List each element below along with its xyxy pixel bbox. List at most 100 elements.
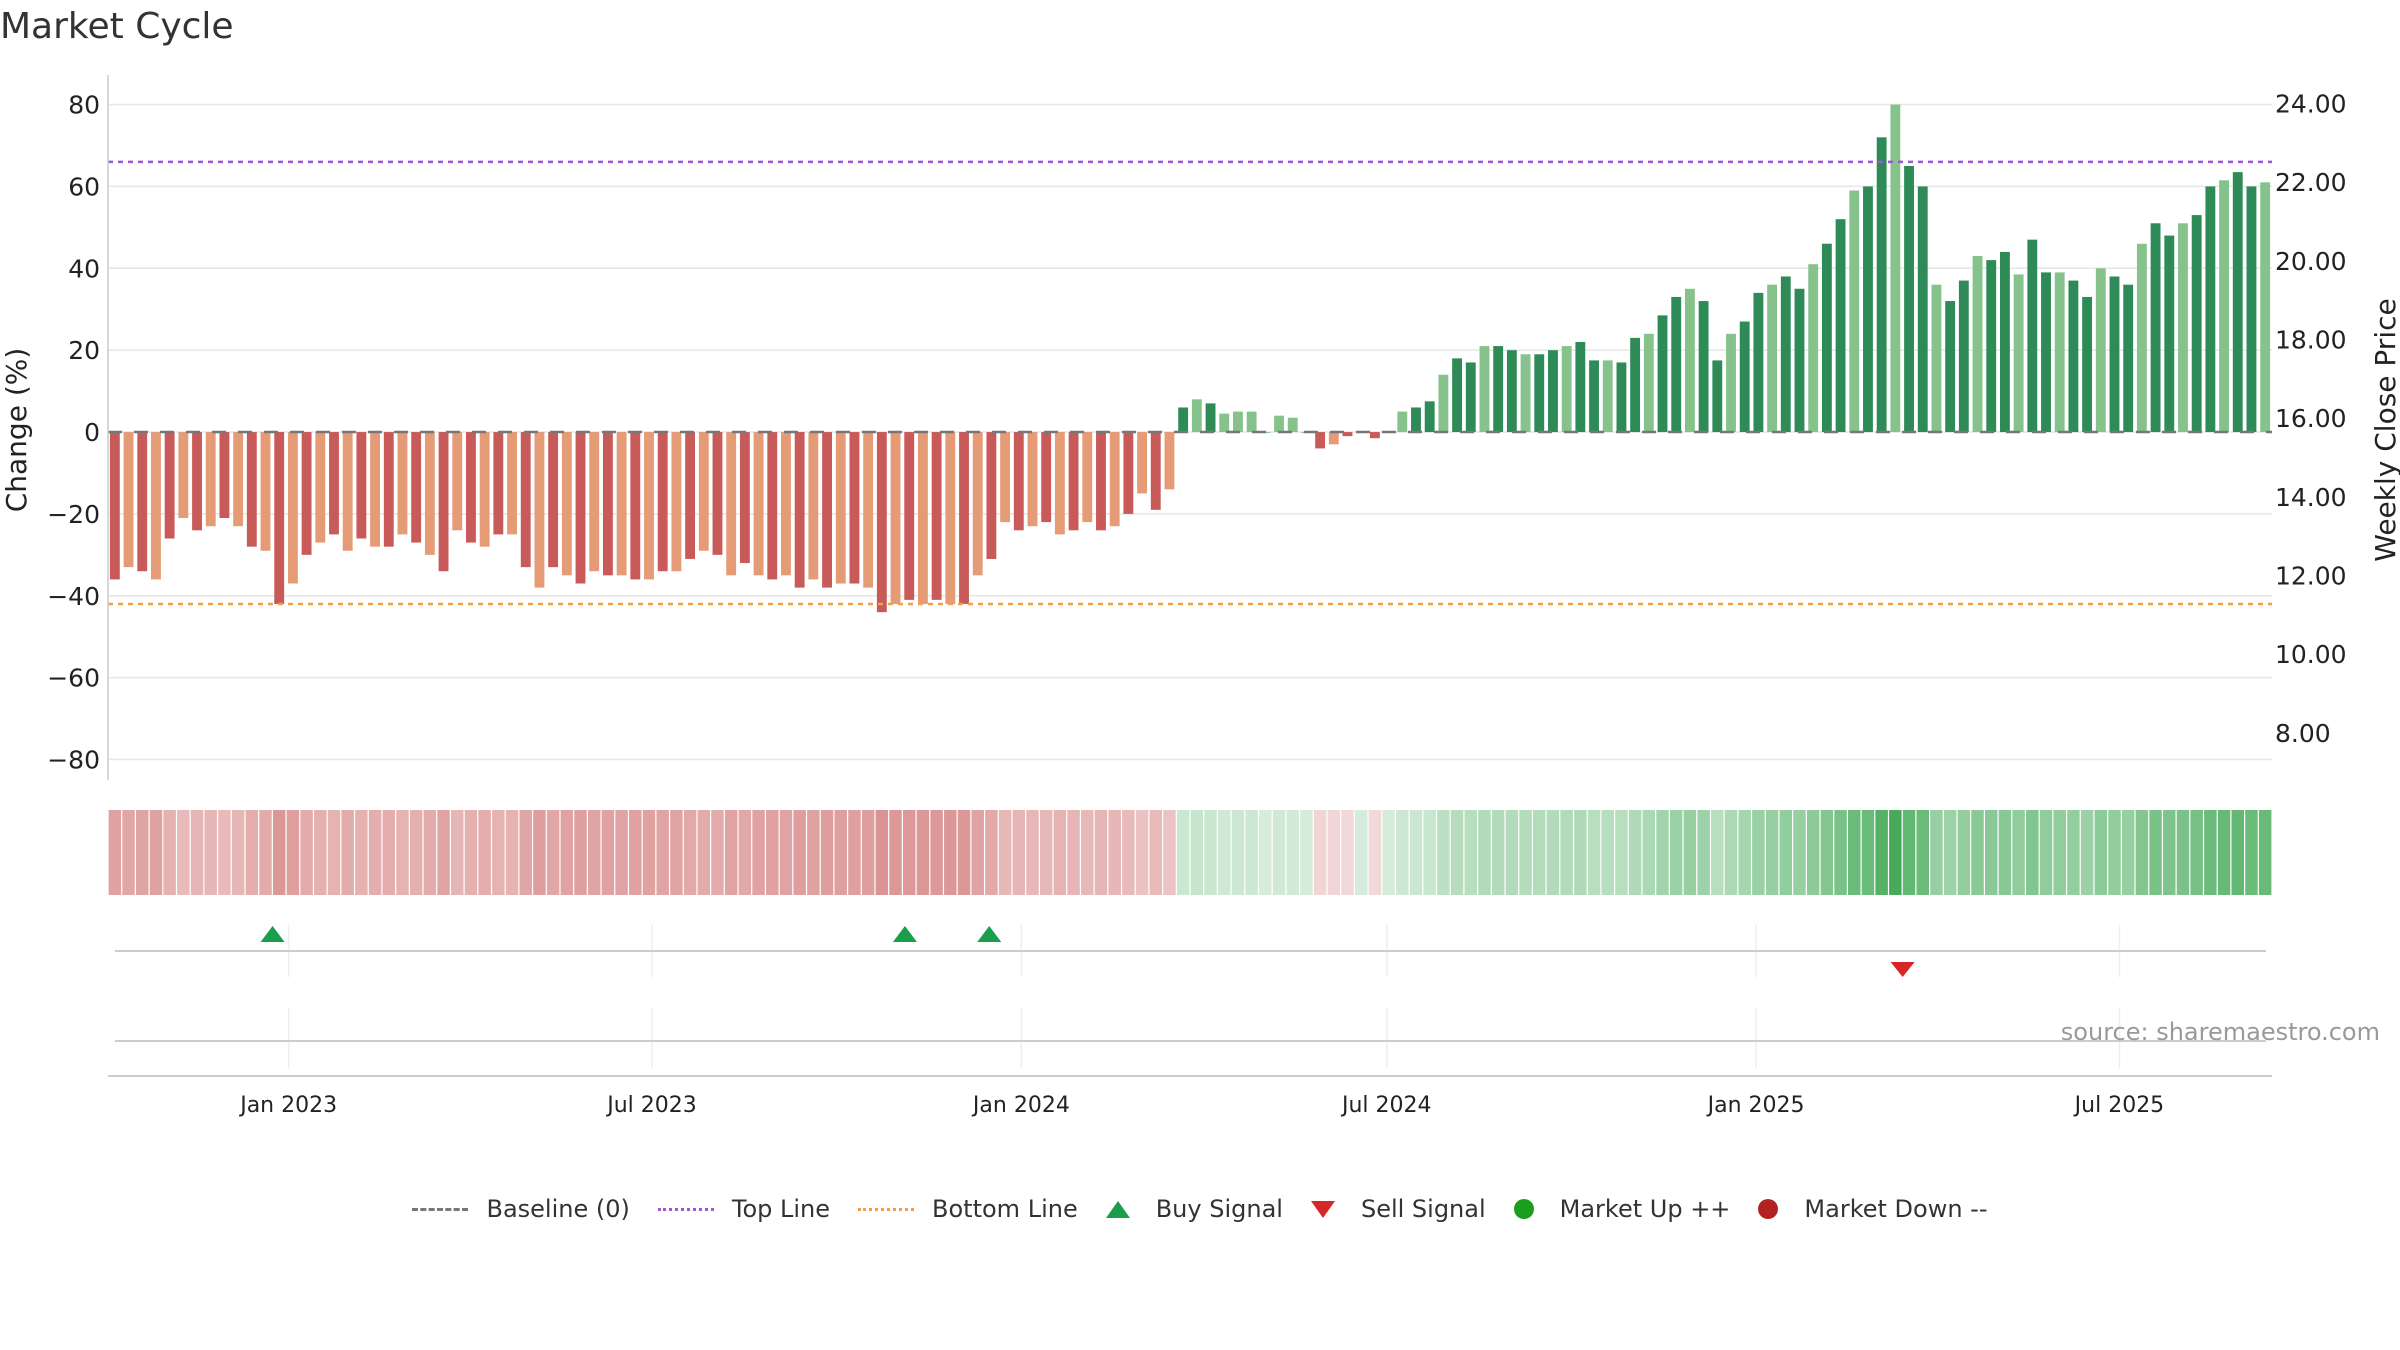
bar	[1493, 346, 1504, 433]
bar	[2205, 186, 2216, 433]
bar	[739, 432, 750, 564]
heat-cell	[1245, 810, 1258, 895]
heat-cell	[1724, 810, 1738, 895]
y-tick-label: −60	[47, 664, 100, 693]
heat-cell	[848, 810, 861, 895]
heat-cell	[1820, 810, 1834, 895]
bars-layer	[109, 104, 2271, 613]
heat-cell	[1505, 810, 1519, 895]
heat-cell	[409, 810, 423, 895]
heat-cell	[1793, 810, 1806, 895]
heat-cell	[2012, 810, 2025, 895]
heat-cell	[820, 810, 834, 895]
chart-title: Market Cycle	[0, 6, 234, 47]
bar	[301, 432, 312, 555]
heat-cell	[1286, 810, 1299, 895]
bar	[1561, 346, 1572, 433]
heat-cell	[1957, 810, 1971, 895]
heat-cell	[861, 810, 875, 895]
heat-cell	[1382, 810, 1395, 895]
heat-cell	[1450, 810, 1464, 895]
bar	[1712, 360, 1723, 433]
triangle-down-icon	[1310, 1200, 1335, 1218]
heat-cell	[259, 810, 272, 895]
heat-cell	[1519, 810, 1532, 895]
heat-cell	[1889, 810, 1902, 895]
bar	[835, 432, 846, 584]
heat-cell	[1669, 810, 1683, 895]
heat-cell	[122, 810, 135, 895]
bar	[616, 432, 627, 576]
bar	[1958, 280, 1969, 433]
bar	[507, 432, 517, 535]
bar	[315, 432, 326, 543]
bar	[657, 432, 668, 572]
heat-cell	[670, 810, 683, 895]
x-tick-label: Jul 2025	[2073, 1093, 2165, 1118]
heat-cell	[1396, 810, 1409, 895]
heat-cell	[1327, 810, 1341, 895]
bar	[2178, 223, 2188, 433]
heat-cell	[272, 810, 286, 895]
bar	[260, 432, 271, 551]
signal-panel	[115, 925, 2266, 1068]
heat-cell	[108, 810, 122, 895]
bar	[1164, 432, 1175, 490]
heat-cell	[2135, 810, 2149, 895]
heat-cell	[464, 810, 478, 895]
bar	[2136, 243, 2147, 433]
heat-cell	[2217, 810, 2231, 895]
bar	[342, 432, 353, 551]
y-right-tick-label: 14.00	[2275, 483, 2347, 512]
bar	[397, 432, 408, 535]
bar	[383, 432, 394, 547]
heat-cell	[1259, 810, 1272, 895]
legend-item: Baseline (0)	[412, 1195, 630, 1223]
heat-cell	[1094, 810, 1108, 895]
heat-cell	[1163, 810, 1176, 895]
heat-cell	[1711, 810, 1724, 895]
bar	[1000, 432, 1011, 523]
heat-cell	[1313, 810, 1327, 895]
dot-icon	[1513, 1199, 1534, 1219]
bar	[1205, 403, 1216, 433]
bar	[1643, 333, 1654, 433]
sell-signal-marker	[1890, 962, 1915, 977]
bar	[1150, 432, 1161, 510]
heat-cell	[2190, 810, 2203, 895]
legend-label: Market Up ++	[1559, 1195, 1731, 1223]
legend-item: Bottom Line	[858, 1195, 1078, 1223]
bar	[466, 432, 476, 543]
y-tick-label: −40	[47, 582, 100, 611]
heat-cell	[2026, 810, 2039, 895]
y-right-tick-label: 20.00	[2275, 247, 2347, 276]
heat-cell	[1656, 810, 1669, 895]
bar	[192, 432, 202, 531]
bar	[548, 432, 559, 568]
bar	[1109, 432, 1120, 527]
bar	[246, 432, 257, 547]
bar	[493, 432, 504, 535]
bar	[137, 432, 148, 572]
legend-label: Buy Signal	[1155, 1195, 1283, 1223]
bar	[2041, 272, 2051, 433]
heat-cell	[2204, 810, 2217, 895]
bar	[178, 432, 189, 519]
y-right-tick-label: 10.00	[2275, 640, 2347, 669]
y-right-tick-label: 22.00	[2275, 168, 2347, 197]
y-tick-label: −20	[47, 500, 100, 529]
bar	[1972, 256, 1983, 433]
bar	[1506, 350, 1517, 433]
y-tick-label: 60	[68, 172, 100, 201]
heat-cell	[2121, 810, 2135, 895]
heat-cell	[2163, 810, 2176, 895]
bar	[1246, 411, 1257, 433]
heat-cell	[889, 810, 902, 895]
bar	[1411, 407, 1421, 433]
heat-cell	[245, 810, 259, 895]
bar	[1082, 432, 1093, 523]
heat-cell	[779, 810, 793, 895]
heat-cell	[1108, 810, 1121, 895]
bar	[1068, 432, 1079, 531]
bar	[1548, 350, 1558, 433]
